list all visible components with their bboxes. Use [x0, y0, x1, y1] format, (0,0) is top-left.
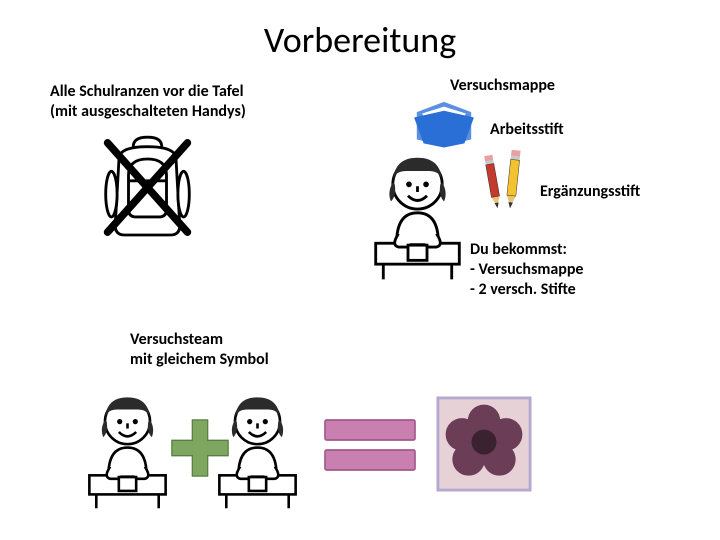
- flower-tile-icon: [436, 396, 532, 492]
- instruction-line1: Alle Schulranzen vor die Tafel: [50, 82, 246, 102]
- dulist-line1: Du bekommst:: [470, 240, 583, 260]
- instruction-line2: (mit ausgeschalteten Handys): [50, 102, 246, 122]
- label-ergaenzungsstift: Ergänzungsstift: [540, 182, 640, 202]
- label-team: Versuchsteam mit gleichem Symbol: [130, 330, 269, 370]
- team-line2: mit gleichem Symbol: [130, 350, 269, 370]
- equals-icon: [320, 410, 420, 480]
- dulist-line3: - 2 versch. Stifte: [470, 280, 583, 300]
- plus-icon: [168, 416, 232, 480]
- backpack-crossed-icon: [100, 135, 195, 240]
- pencil-yellow-icon: [502, 149, 524, 210]
- student-left-icon: [80, 380, 175, 510]
- instruction-text: Alle Schulranzen vor die Tafel (mit ausg…: [50, 82, 246, 122]
- dulist-line2: - Versuchsmappe: [470, 260, 583, 280]
- team-line1: Versuchsteam: [130, 330, 269, 350]
- label-arbeitsstift: Arbeitsstift: [490, 120, 564, 140]
- page-title: Vorbereitung: [0, 18, 720, 62]
- label-versuchsmappe: Versuchsmappe: [450, 76, 555, 96]
- you-get-list: Du bekommst: - Versuchsmappe - 2 versch.…: [470, 240, 583, 300]
- student-center-icon: [370, 135, 465, 285]
